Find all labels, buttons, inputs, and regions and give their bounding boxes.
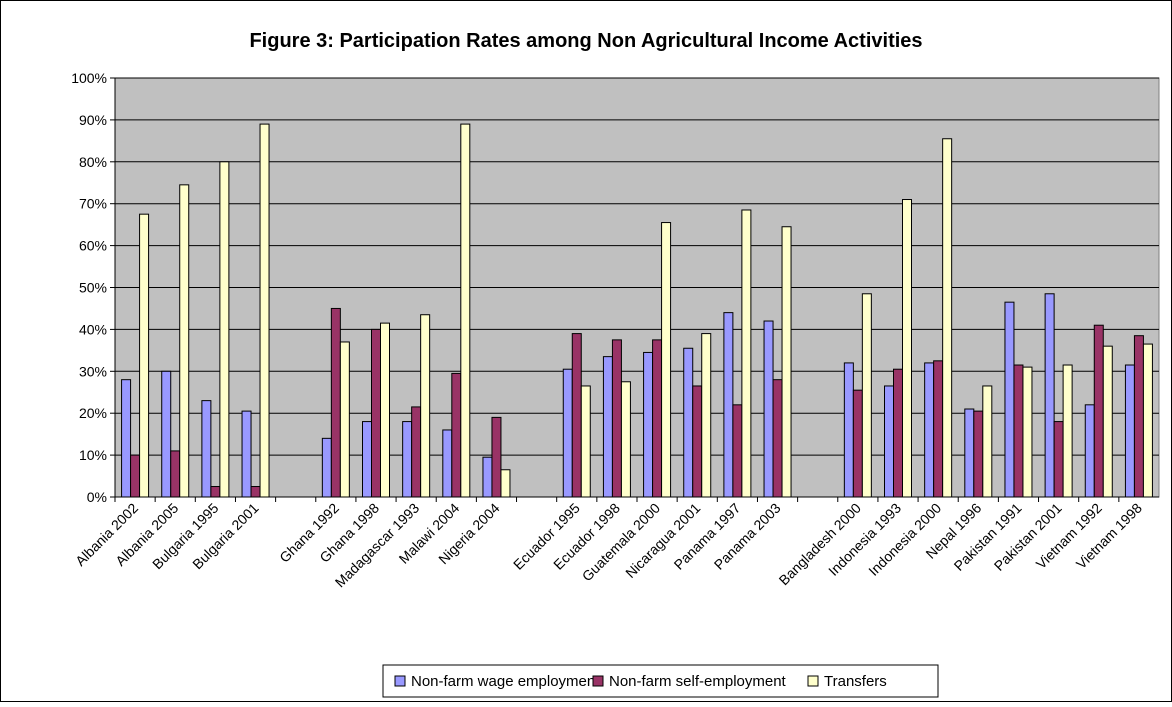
bar [772, 379, 783, 498]
bar [482, 456, 493, 498]
bar [1022, 366, 1033, 498]
bar [562, 368, 573, 498]
y-tick-label: 70% [79, 196, 107, 212]
bar [442, 429, 453, 498]
legend-label: Non-farm wage employment [411, 673, 600, 690]
y-tick-label: 80% [79, 154, 107, 170]
y-tick-label: 100% [71, 70, 107, 86]
bar [179, 184, 190, 498]
legend: Non-farm wage employment Non-farm self-em… [382, 664, 939, 698]
bar [170, 450, 181, 498]
bar [1124, 364, 1135, 498]
bar [723, 312, 734, 498]
bar [701, 333, 712, 498]
legend-swatch [394, 675, 406, 687]
bar [451, 372, 462, 498]
bar [893, 368, 903, 498]
bar [602, 356, 613, 498]
bar [683, 347, 694, 498]
bar [500, 469, 511, 498]
y-tick-label: 50% [79, 280, 107, 296]
y-tick-label: 30% [79, 363, 107, 379]
bar [852, 389, 863, 498]
bar [620, 381, 631, 498]
bar [1062, 364, 1073, 498]
legend-swatch [592, 675, 604, 687]
y-tick-label: 90% [79, 112, 107, 128]
bar [139, 213, 150, 498]
bar [652, 339, 663, 498]
bar [130, 454, 141, 498]
bar [942, 138, 953, 498]
bar [362, 421, 372, 498]
bar [121, 379, 132, 498]
bar [924, 362, 935, 498]
bar [371, 328, 381, 498]
bar [241, 410, 252, 498]
legend-label: Transfers [824, 673, 887, 690]
bar [902, 199, 912, 498]
bar [1044, 293, 1055, 498]
bar [661, 222, 672, 498]
grid-layer [115, 77, 1159, 456]
y-tick-label: 10% [79, 447, 107, 463]
bar [219, 161, 230, 498]
legend-label: Non-farm self-employment [609, 673, 787, 690]
bar [1102, 345, 1113, 498]
chart-title: Figure 3: Participation Rates among Non … [249, 30, 922, 52]
bar [1004, 301, 1015, 498]
bar [861, 293, 872, 498]
bar [843, 362, 854, 498]
bar [330, 307, 341, 498]
legend-box [382, 664, 939, 698]
y-tick-label: 40% [79, 321, 107, 337]
bar [1053, 421, 1064, 498]
bar [933, 360, 944, 498]
y-tick-label: 20% [79, 405, 107, 421]
bar [210, 486, 221, 498]
bar [643, 351, 654, 498]
bar [781, 226, 792, 498]
y-tick-label: 60% [79, 238, 107, 254]
bar [339, 341, 350, 498]
bar [580, 385, 591, 498]
bar [402, 421, 413, 498]
bar [161, 370, 172, 498]
bar [1093, 324, 1104, 498]
bar [259, 123, 270, 498]
bar [1013, 364, 1024, 498]
bar [201, 400, 212, 498]
bar [611, 339, 622, 498]
bar [884, 385, 894, 498]
bar [732, 404, 743, 498]
bar [973, 410, 984, 498]
bar [1133, 335, 1144, 498]
bar [692, 385, 703, 498]
bar-layer [121, 123, 1153, 498]
bar [763, 320, 774, 498]
bar [571, 333, 582, 498]
y-tick-label: 0% [87, 489, 107, 505]
bar [321, 437, 332, 498]
bar [982, 385, 993, 498]
bar [1084, 404, 1095, 498]
legend-swatch [807, 675, 819, 687]
bar [460, 123, 471, 498]
bar [411, 406, 422, 498]
bar [420, 314, 431, 498]
bar [741, 209, 752, 498]
bar [380, 322, 390, 498]
bar [964, 408, 975, 498]
bar [491, 416, 502, 498]
bar [250, 486, 261, 498]
bar [1142, 343, 1153, 498]
